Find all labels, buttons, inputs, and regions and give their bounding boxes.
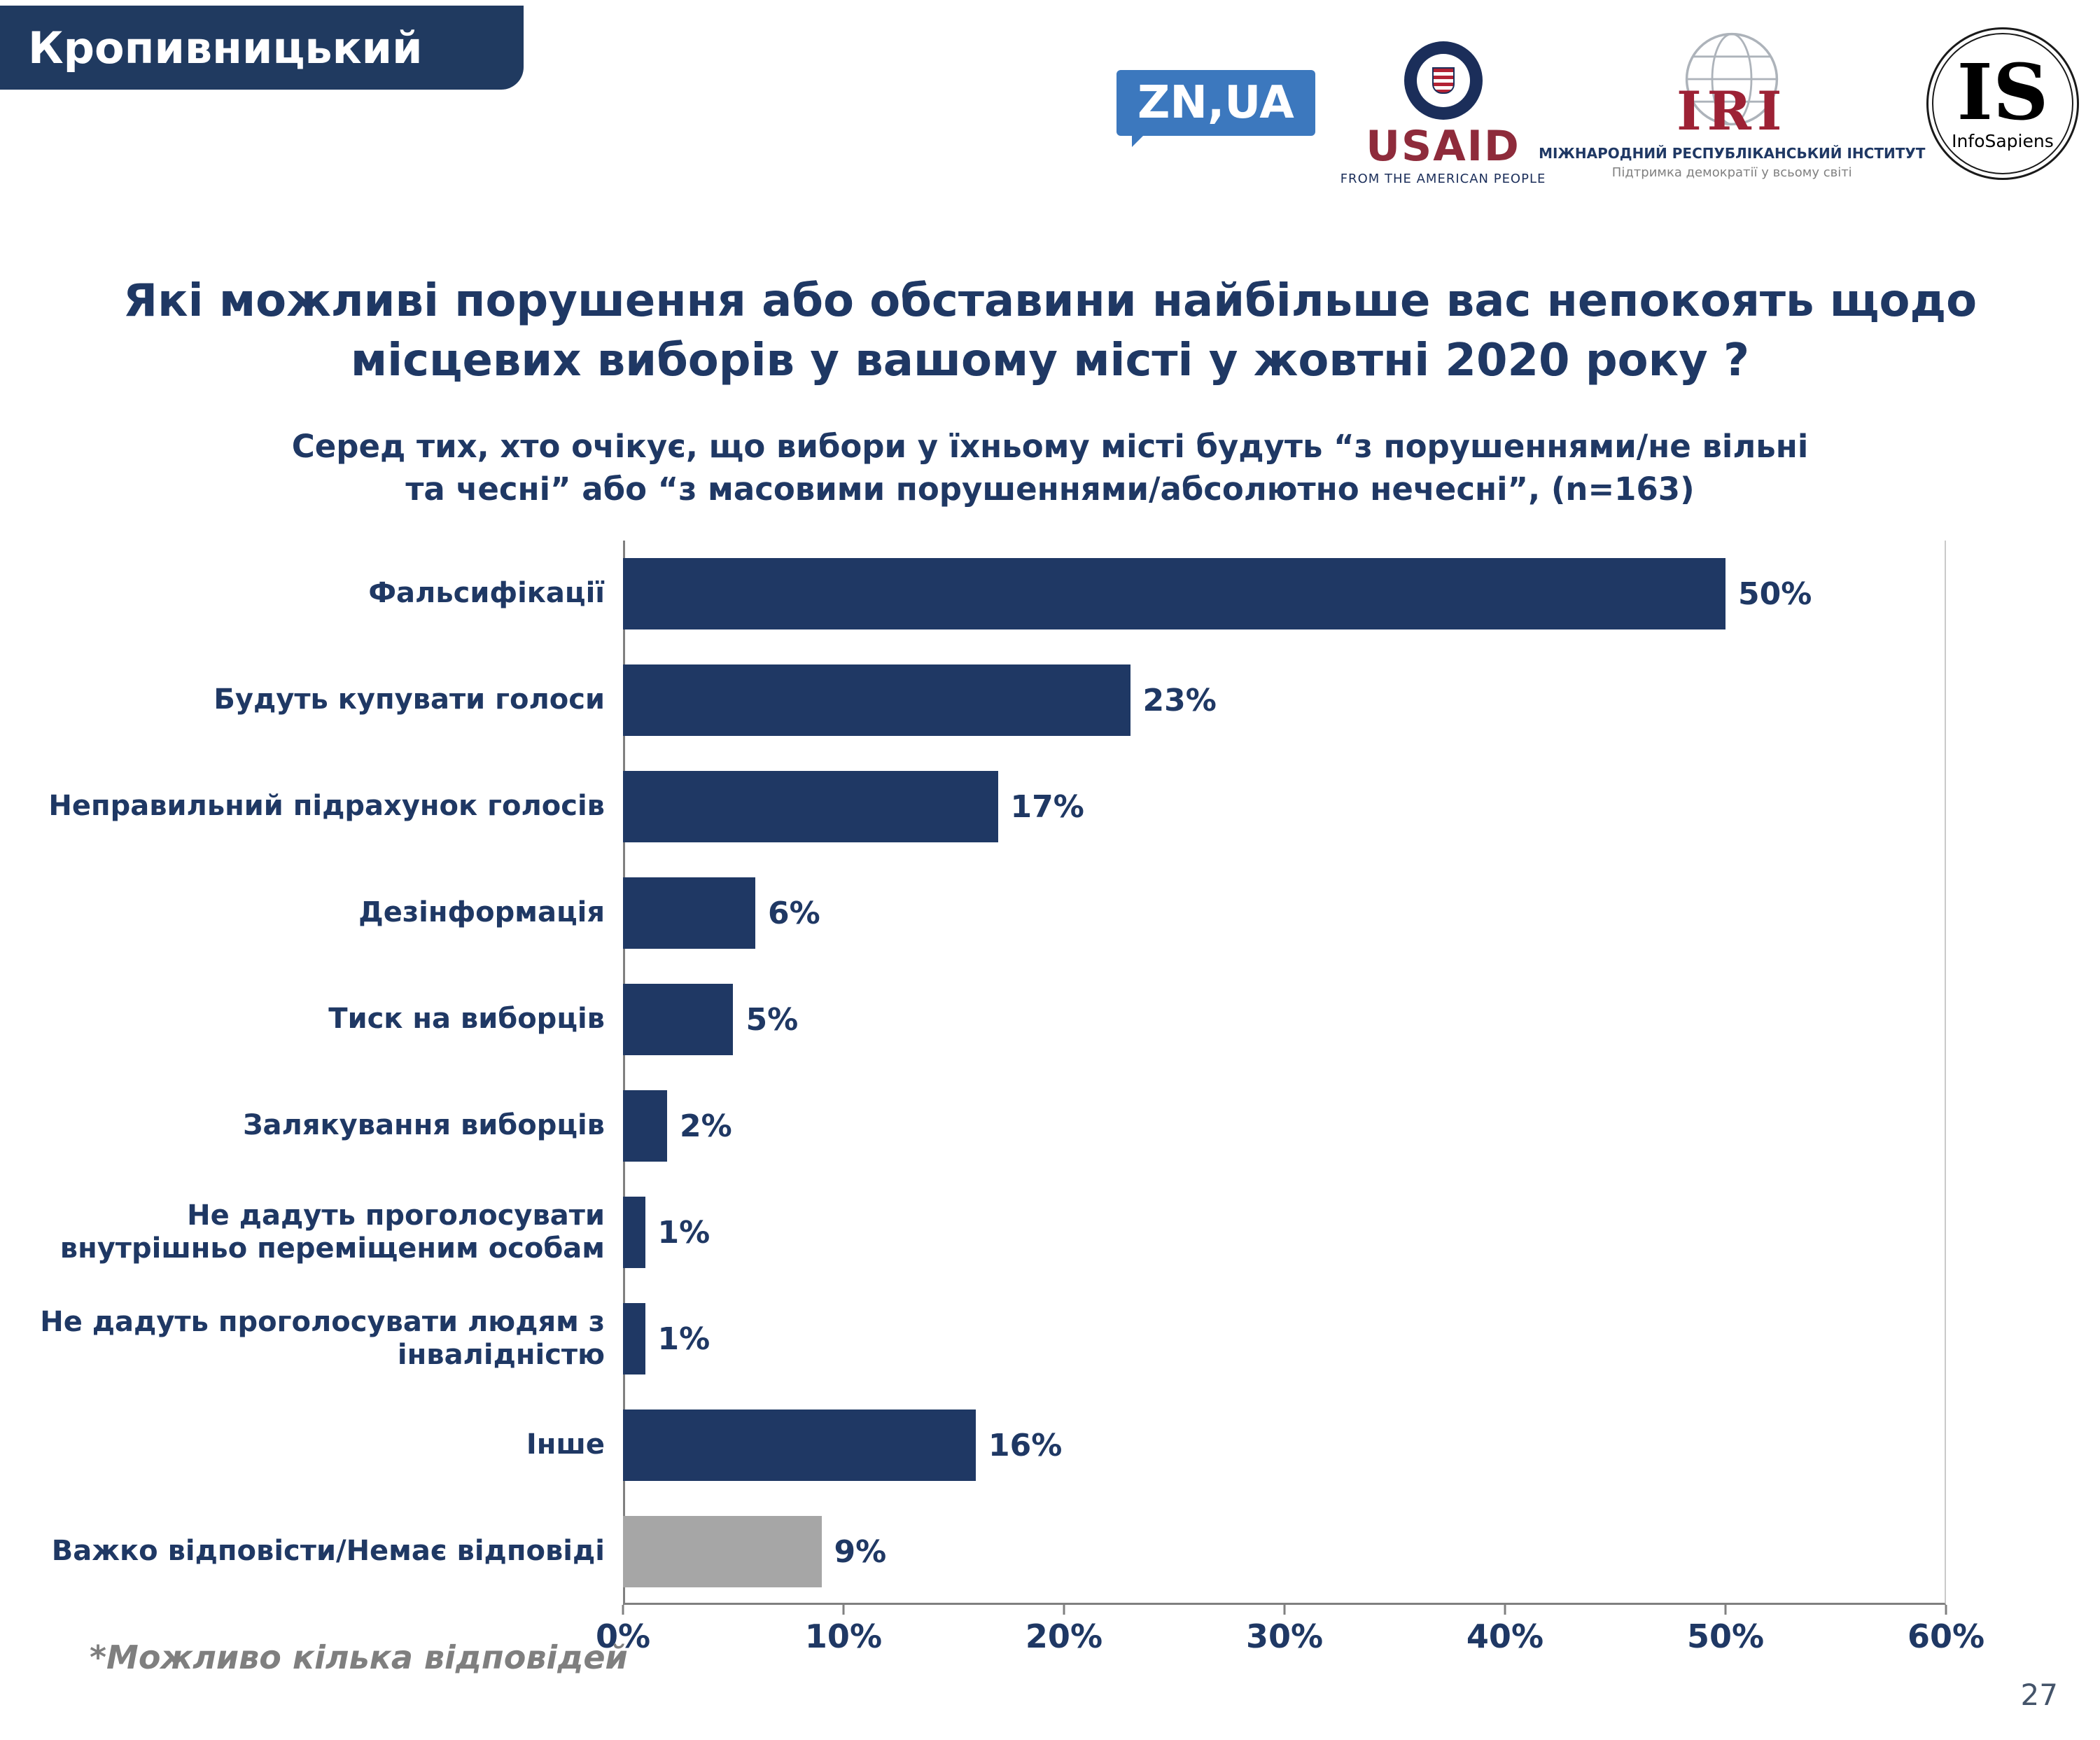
x-tick-mark: [1945, 1605, 1947, 1615]
x-tick-mark: [1063, 1605, 1065, 1615]
category-label: Дезінформація: [358, 896, 605, 929]
x-tick-mark: [1724, 1605, 1727, 1615]
chart-title-line1: Які можливі порушення або обставини найб…: [122, 275, 1977, 327]
chart-row: Інше 16%: [28, 1392, 1960, 1498]
bar: [623, 877, 755, 949]
x-tick-mark: [842, 1605, 845, 1615]
globe-icon: [1686, 32, 1779, 126]
value-label: 2%: [680, 1108, 732, 1144]
value-label: 16%: [988, 1427, 1063, 1463]
category-label: Не дадуть проголосувати внутрішньо перем…: [59, 1199, 605, 1265]
bar-area: 2%: [623, 1073, 1946, 1179]
category-label: Важко відповісти/Немає відповіді: [51, 1535, 605, 1568]
usaid-seal-icon: [1404, 41, 1483, 120]
iri-tagline: Підтримка демократії у всьому світі: [1611, 165, 1852, 180]
category-label: Неправильний підрахунок голосів: [48, 790, 605, 823]
bar: [623, 984, 734, 1055]
x-tick-label: 50%: [1686, 1617, 1765, 1655]
x-tick-label: 40%: [1466, 1617, 1544, 1655]
x-axis: 0% 10% 20% 30% 40% 50% 60%: [596, 1605, 1984, 1668]
bar-area: 9%: [623, 1498, 1946, 1605]
bar-area: 6%: [623, 860, 1946, 966]
iri-logo: IRI МІЖНАРОДНИЙ РЕСПУБЛІКАНСЬКИЙ ІНСТИТУ…: [1539, 30, 1925, 180]
x-tick-mark: [1504, 1605, 1506, 1615]
bar: [623, 664, 1130, 736]
iri-wordmark: IRI: [1676, 80, 1788, 142]
chart-row: Будуть купувати голоси 23%: [28, 647, 1960, 753]
value-label: 1%: [657, 1214, 710, 1251]
category-label: Не дадуть проголосувати людям з інвалідн…: [40, 1305, 605, 1371]
bar: [623, 1303, 645, 1374]
x-tick-label: 60%: [1907, 1617, 1985, 1655]
bar-area: 1%: [623, 1179, 1946, 1286]
x-tick-mark: [1283, 1605, 1286, 1615]
chart-rows: Фальсифікації 50% Будуть купувати голоси 23…: [28, 541, 1960, 1605]
chart-subtitle-line2: та чесні” або “з масовими порушеннями/аб…: [405, 470, 1695, 508]
usaid-seal-inner: [1416, 54, 1470, 107]
iri-full-name: МІЖНАРОДНИЙ РЕСПУБЛІКАНСЬКИЙ ІНСТИТУТ: [1539, 145, 1926, 162]
region-badge: Кропивницький: [0, 6, 524, 90]
category-label: Будуть купувати голоси: [214, 683, 605, 716]
chart-row: Фальсифікації 50%: [28, 541, 1960, 647]
bar: [623, 1090, 667, 1162]
chart-subtitle-line1: Серед тих, хто очікує, що вибори у їхньо…: [291, 428, 1809, 465]
bar: [623, 771, 998, 842]
bar: [623, 1516, 822, 1587]
bar-area: 1%: [623, 1286, 1946, 1392]
value-label: 9%: [834, 1533, 887, 1570]
bar: [623, 1410, 976, 1481]
infosapiens-logo: IS InfoSapiens: [1926, 27, 2079, 180]
bar-area: 17%: [623, 753, 1946, 860]
footnote: *Можливо кілька відповідей: [90, 1638, 628, 1676]
bar: [623, 558, 1726, 629]
bar-area: 23%: [623, 647, 1946, 753]
usaid-wordmark: USAID: [1366, 122, 1520, 171]
chart-row: Тиск на виборців 5%: [28, 966, 1960, 1073]
bar-area: 16%: [623, 1392, 1946, 1498]
usaid-shield-icon: [1432, 67, 1455, 94]
bar-area: 5%: [623, 966, 1946, 1073]
chart-title-line2: місцевих виборів у вашому місті у жовтні…: [350, 335, 1750, 387]
chart-row: Не дадуть проголосувати внутрішньо перем…: [28, 1179, 1960, 1286]
value-label: 23%: [1142, 682, 1217, 718]
x-tick-mark: [622, 1605, 624, 1615]
logos-row: ZN,UA USAID FROM THE AMERICAN PEOPLE IRI…: [1116, 27, 2079, 186]
bar: [623, 1197, 645, 1268]
infosapiens-initials: IS: [1956, 47, 2049, 138]
region-badge-label: Кропивницький: [28, 22, 423, 74]
category-label: Інше: [526, 1428, 605, 1461]
category-label: Залякування виборців: [243, 1109, 605, 1142]
chart-row: Не дадуть проголосувати людям з інвалідн…: [28, 1286, 1960, 1392]
x-tick-label: 20%: [1025, 1617, 1103, 1655]
page-number: 27: [2020, 1678, 2058, 1712]
usaid-logo: USAID FROM THE AMERICAN PEOPLE: [1340, 41, 1545, 186]
bar-chart: Фальсифікації 50% Будуть купувати голоси 23…: [28, 541, 1984, 1668]
chart-row: Важко відповісти/Немає відповіді 9%: [28, 1498, 1960, 1605]
chart-subtitle: Серед тих, хто очікує, що вибори у їхньо…: [0, 426, 2100, 511]
value-label: 5%: [746, 1001, 799, 1038]
usaid-tagline: FROM THE AMERICAN PEOPLE: [1340, 172, 1546, 186]
category-label: Фальсифікації: [368, 577, 605, 610]
x-tick-label: 0%: [595, 1617, 651, 1655]
chart-row: Залякування виборців 2%: [28, 1073, 1960, 1179]
chart-title: Які можливі порушення або обставини найб…: [0, 272, 2100, 391]
chart-row: Неправильний підрахунок голосів 17%: [28, 753, 1960, 860]
x-tick-label: 10%: [804, 1617, 883, 1655]
bar-area: 50%: [623, 541, 1946, 647]
znua-logo: ZN,UA: [1116, 70, 1315, 147]
category-label: Тиск на виборців: [328, 1003, 605, 1036]
value-label: 17%: [1010, 788, 1084, 825]
znua-logo-text: ZN,UA: [1138, 77, 1294, 129]
x-tick-label: 30%: [1245, 1617, 1324, 1655]
value-label: 50%: [1738, 576, 1812, 612]
value-label: 1%: [657, 1321, 710, 1357]
chart-row: Дезінформація 6%: [28, 860, 1960, 966]
infosapiens-name: InfoSapiens: [1952, 130, 2054, 151]
value-label: 6%: [768, 895, 820, 931]
